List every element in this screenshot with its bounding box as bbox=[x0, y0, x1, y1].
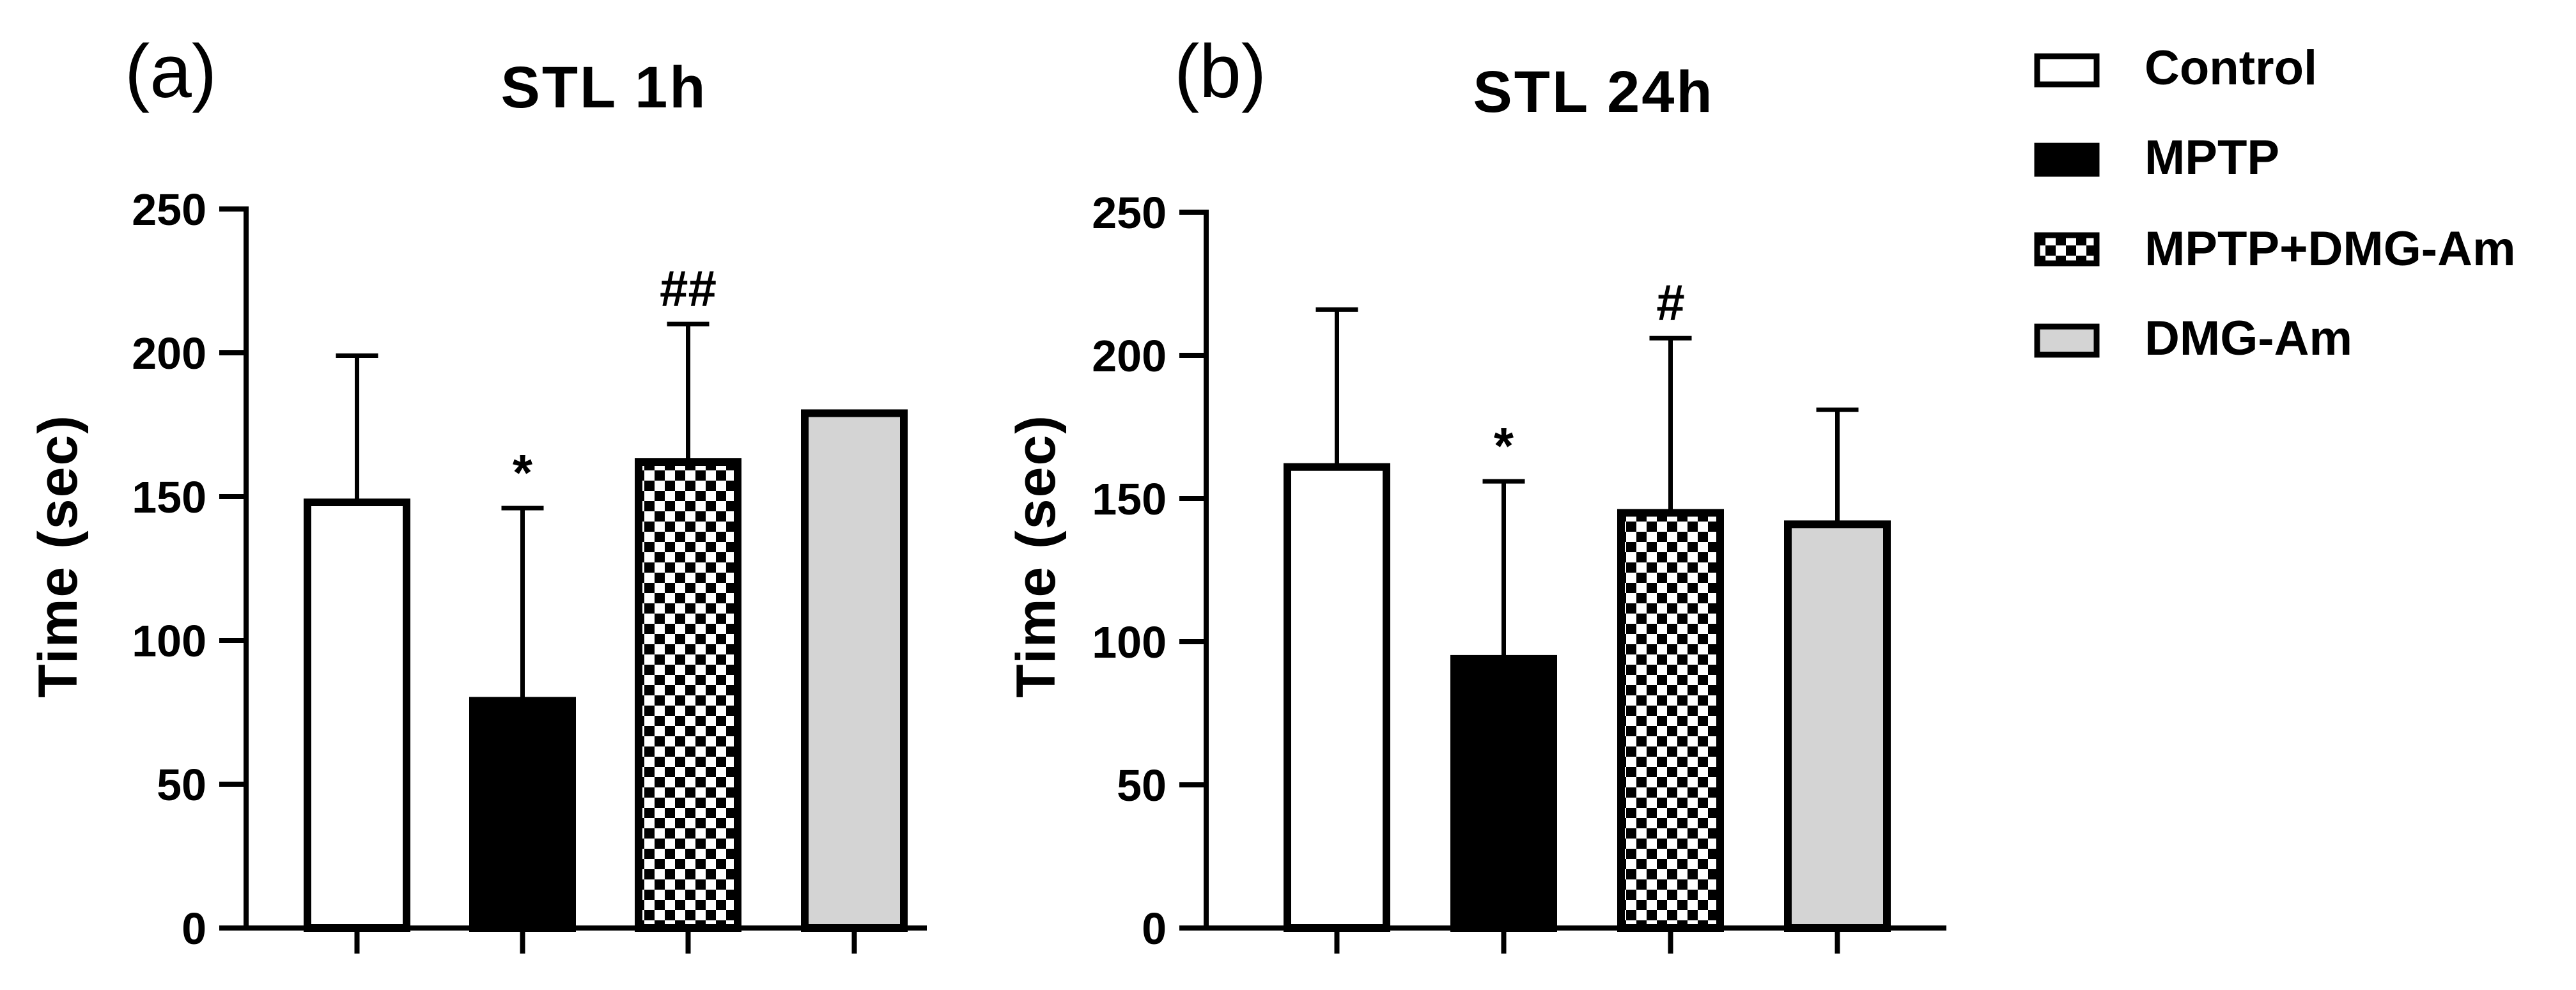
legend-swatch-dmg-am bbox=[2034, 323, 2100, 358]
panel-b-ytick-label-50: 50 bbox=[1117, 761, 1167, 810]
panel-b-bar-mptp-dmg-am bbox=[1617, 509, 1724, 932]
panel-a-annotation-mptp: * bbox=[513, 444, 533, 501]
panel-b-annotation-mptp: * bbox=[1494, 417, 1514, 474]
panel-a-ytick-label-250: 250 bbox=[132, 185, 206, 235]
panel-a-ytick-label-50: 50 bbox=[157, 760, 206, 810]
legend-label-dmg-am: DMG-Am bbox=[2145, 311, 2352, 366]
legend: Control MPTP MPTP+DMG-Am DMG-Am bbox=[2034, 41, 2516, 366]
panel-b-ylabel: Time (sec) bbox=[1005, 414, 1067, 698]
panel-a: (a) STL 1h Time (sec) * ## 0 50 100 150 200 250 bbox=[27, 29, 927, 954]
panel-b-title: STL 24h bbox=[1473, 59, 1714, 125]
legend-swatch-mptp bbox=[2034, 143, 2100, 177]
panel-b-ytick-label-100: 100 bbox=[1092, 617, 1167, 667]
legend-label-mptp: MPTP bbox=[2145, 130, 2279, 185]
panel-a-letter: (a) bbox=[125, 29, 217, 114]
panel-b-annotation-mptp-dmg-am: # bbox=[1656, 274, 1685, 331]
panel-a-bar-mptp bbox=[469, 697, 576, 932]
panel-b: (b) STL 24h Time (sec) * #0 50 100 150 200 250 bbox=[1005, 29, 1946, 954]
panel-b-ytick-label-150: 150 bbox=[1092, 474, 1167, 524]
panel-a-ytick-label-150: 150 bbox=[132, 472, 206, 522]
legend-swatch-control bbox=[2034, 53, 2100, 88]
panel-a-bar-dmg-am bbox=[801, 409, 908, 932]
panel-b-ytick-label-250: 250 bbox=[1092, 188, 1167, 238]
panel-a-ytick-label-0: 0 bbox=[182, 904, 206, 954]
panel-a-bar-control bbox=[304, 499, 410, 932]
panel-b-plot: * #0 50 100 150 200 250 bbox=[1092, 188, 1946, 954]
panel-b-ytick-label-200: 200 bbox=[1092, 331, 1167, 381]
panel-a-plot: * ## 0 50 100 150 200 250 bbox=[132, 185, 927, 954]
panel-b-bar-dmg-am bbox=[1784, 520, 1891, 932]
panel-a-bar-mptp-dmg-am bbox=[635, 458, 741, 932]
legend-label-control: Control bbox=[2145, 41, 2317, 95]
panel-a-ytick-label-100: 100 bbox=[132, 616, 206, 666]
panel-a-title: STL 1h bbox=[500, 55, 707, 120]
panel-b-ytick-label-0: 0 bbox=[1142, 904, 1167, 954]
legend-swatch-mptp-dmg-am bbox=[2034, 232, 2100, 267]
legend-label-mptp-dmg-am: MPTP+DMG-Am bbox=[2145, 222, 2516, 276]
panel-a-annotation-mptp-dmg-am: ## bbox=[660, 260, 717, 317]
panel-b-letter: (b) bbox=[1174, 29, 1266, 114]
panel-b-bar-mptp bbox=[1450, 654, 1557, 932]
panel-a-ytick-label-200: 200 bbox=[132, 329, 206, 378]
panel-b-bar-control bbox=[1284, 463, 1390, 932]
panel-a-ylabel: Time (sec) bbox=[27, 414, 89, 698]
